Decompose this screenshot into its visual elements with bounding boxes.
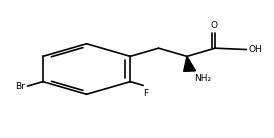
Polygon shape	[184, 56, 196, 71]
Text: OH: OH	[249, 45, 262, 54]
Text: Br: Br	[15, 82, 25, 91]
Text: F: F	[143, 89, 148, 98]
Text: O: O	[210, 21, 217, 30]
Text: NH₂: NH₂	[194, 74, 211, 83]
